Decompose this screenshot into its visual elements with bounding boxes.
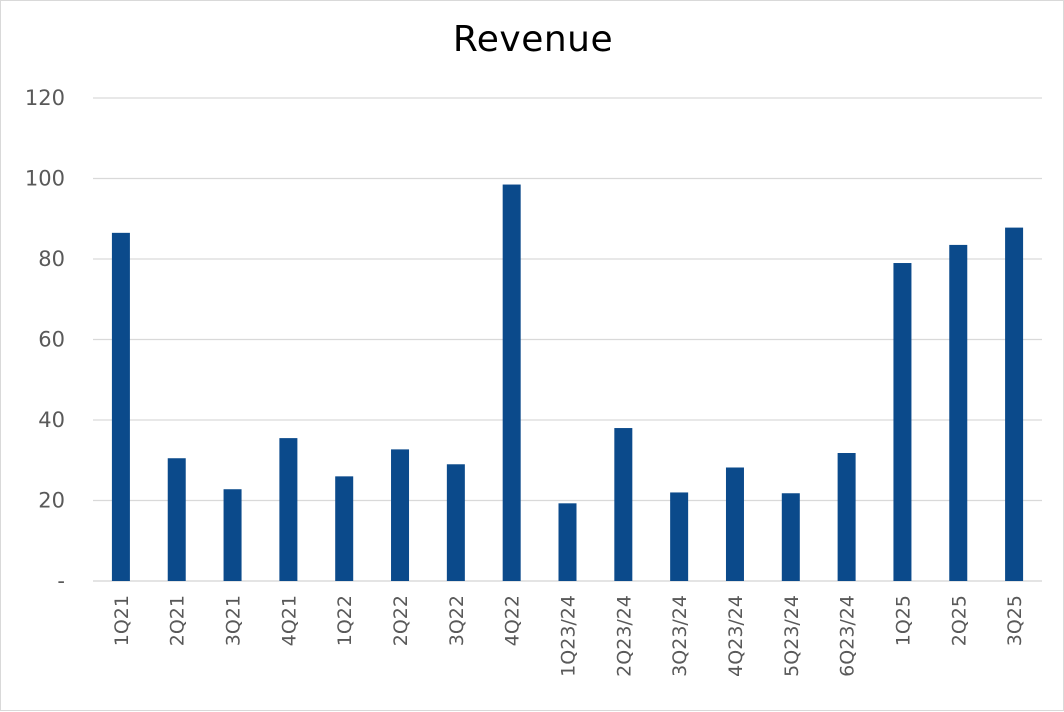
- x-tick-label: 4Q23/24: [725, 595, 747, 677]
- x-tick-label: 1Q22: [334, 595, 356, 646]
- bar-1Q25: [893, 263, 912, 581]
- x-tick-label: 2Q22: [390, 595, 412, 646]
- y-tick-label: 40: [38, 408, 65, 432]
- x-tick-label: 5Q23/24: [781, 595, 803, 677]
- x-tick-label: 3Q21: [223, 595, 245, 646]
- x-tick-label: 6Q23/24: [837, 595, 859, 677]
- y-tick-label: -: [57, 569, 65, 593]
- bar-5Q23/24: [781, 493, 800, 581]
- x-axis-ticks: 1Q21 2Q21 3Q21 4Q21 1Q22 2Q22 3Q22 4Q22 1Q23/24 2…: [111, 595, 1026, 677]
- x-tick-label: 1Q21: [111, 595, 133, 646]
- bar-3Q25: [1005, 227, 1024, 582]
- bar-4Q23/24: [725, 467, 744, 581]
- chart-title: Revenue: [452, 19, 614, 60]
- bar-1Q21: [111, 232, 130, 581]
- x-tick-label: 4Q21: [278, 595, 300, 646]
- y-tick-label: 120: [25, 86, 65, 110]
- bar-4Q22: [502, 184, 521, 581]
- y-tick-label: 20: [38, 489, 65, 513]
- x-tick-label: 1Q25: [892, 595, 914, 646]
- bar-2Q23/24: [614, 428, 633, 581]
- x-tick-label: 1Q23/24: [558, 595, 580, 677]
- bar-4Q21: [279, 438, 298, 581]
- bar-3Q23/24: [670, 492, 689, 581]
- bars: [111, 184, 1024, 582]
- bar-6Q23/24: [837, 453, 856, 581]
- y-tick-label: 100: [25, 167, 65, 191]
- bar-3Q22: [446, 464, 465, 581]
- y-tick-label: 60: [38, 328, 65, 352]
- x-tick-label: 3Q25: [1004, 595, 1026, 646]
- bar-2Q25: [949, 244, 968, 581]
- x-tick-label: 2Q21: [167, 595, 189, 646]
- x-tick-label: 4Q22: [502, 595, 524, 646]
- bar-2Q22: [391, 449, 410, 581]
- bar-1Q23/24: [558, 503, 577, 581]
- gridlines: [93, 97, 1042, 582]
- x-tick-label: 3Q23/24: [669, 595, 691, 677]
- y-axis-ticks: - 20 40 60 80 100 120: [25, 86, 65, 593]
- bar-3Q21: [223, 489, 242, 581]
- x-tick-label: 2Q25: [948, 595, 970, 646]
- bar-1Q22: [335, 476, 354, 581]
- bar-2Q21: [167, 458, 186, 581]
- x-tick-label: 3Q22: [446, 595, 468, 646]
- x-tick-label: 2Q23/24: [613, 595, 635, 677]
- y-tick-label: 80: [38, 247, 65, 271]
